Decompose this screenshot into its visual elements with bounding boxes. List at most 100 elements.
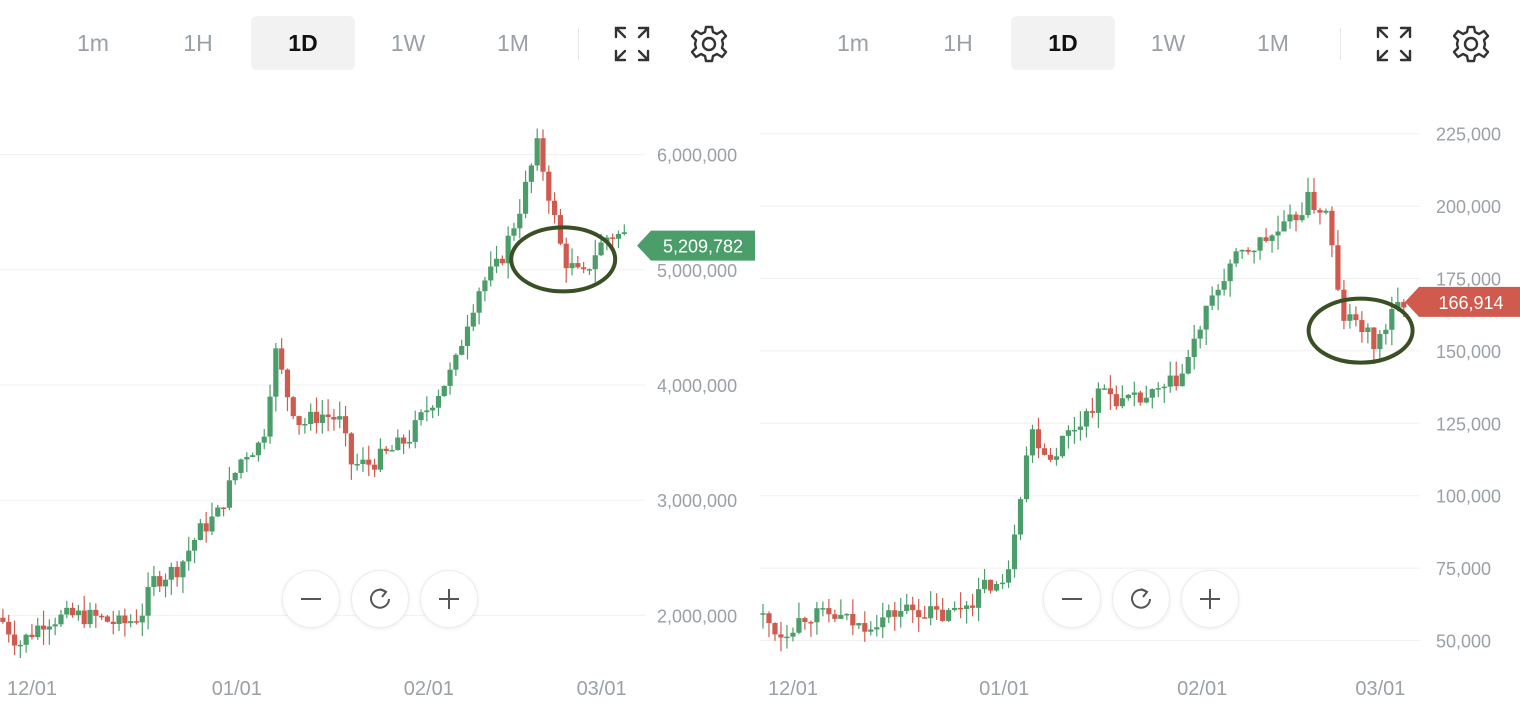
reset-chart-button[interactable]	[1112, 570, 1170, 628]
candle-body	[319, 414, 325, 423]
candle-body	[99, 615, 105, 618]
timeframe-1w[interactable]: 1W	[390, 29, 426, 56]
timeframe-1h[interactable]: 1H	[183, 29, 213, 56]
zoom-in-button[interactable]	[1181, 570, 1239, 628]
candle-body	[1197, 329, 1203, 339]
candle-body	[517, 213, 523, 229]
candle-body	[575, 263, 581, 268]
candle-body	[1269, 235, 1275, 241]
gear-icon[interactable]	[1451, 24, 1491, 64]
candle-body	[784, 636, 790, 639]
y-tick-label: 175,000	[1436, 269, 1501, 289]
candle-body	[499, 258, 505, 264]
zoom-in-button[interactable]	[420, 570, 478, 628]
candle-body	[81, 610, 87, 625]
timeframe-1d[interactable]: 1D	[1011, 16, 1115, 70]
candle-body	[284, 369, 291, 398]
candle-body	[215, 507, 221, 517]
timeframe-1mo[interactable]: 1M	[1257, 29, 1289, 56]
candle-body	[337, 416, 343, 420]
candle-body	[1227, 263, 1233, 282]
candle-body	[354, 464, 360, 466]
candle-body	[459, 345, 465, 355]
candle-body	[145, 587, 151, 616]
gear-icon[interactable]	[689, 24, 729, 64]
x-tick-label: 03/01	[1355, 678, 1405, 700]
candle-body	[168, 566, 174, 580]
candle-body	[1257, 237, 1263, 251]
plus-icon	[439, 589, 459, 609]
x-tick-label: 01/01	[212, 678, 262, 700]
candle-body	[940, 609, 946, 621]
x-tick-label: 02/01	[1177, 678, 1227, 700]
candle-body	[11, 634, 18, 646]
x-tick-label: 01/01	[979, 678, 1029, 700]
timeframe-1d[interactable]: 1D	[251, 16, 355, 70]
candle-body	[1383, 329, 1389, 334]
candle-body	[157, 576, 163, 587]
candle-body	[592, 255, 598, 270]
candle-body	[1035, 429, 1042, 449]
candle-body	[1161, 386, 1167, 389]
candle-body	[1113, 394, 1119, 407]
timeframe-toolbar: 1m 1H 1D 1W 1M	[760, 16, 1520, 72]
candle-body	[598, 242, 604, 256]
candle-body	[910, 604, 916, 611]
candle-body	[1107, 388, 1113, 395]
timeframe-1m[interactable]: 1m	[837, 29, 869, 56]
candle-body	[1365, 327, 1371, 332]
y-tick-label: 100,000	[1436, 487, 1501, 507]
reset-chart-button[interactable]	[351, 570, 409, 628]
timeframe-1m[interactable]: 1m	[77, 29, 109, 56]
candle-body	[1191, 338, 1197, 358]
candle-body	[814, 608, 820, 623]
candle-body	[279, 348, 285, 370]
expand-arrows-icon[interactable]	[1374, 24, 1414, 64]
candle-body	[40, 625, 47, 630]
candle-body	[250, 455, 256, 457]
candle-body	[808, 622, 814, 624]
candle-body	[1329, 210, 1335, 246]
candle-body	[1311, 191, 1317, 211]
candle-body	[232, 472, 238, 481]
candle-body	[1401, 302, 1407, 308]
candle-body	[772, 623, 778, 635]
candle-body	[546, 171, 552, 201]
candle-body	[826, 608, 832, 615]
candle-body	[87, 609, 93, 625]
candle-body	[904, 604, 910, 611]
candle-body	[226, 480, 232, 508]
expand-arrows-icon[interactable]	[612, 24, 652, 64]
candle-body	[296, 416, 302, 426]
candle-body	[790, 632, 796, 637]
timeframe-1mo[interactable]: 1M	[497, 29, 529, 56]
candle-body	[838, 614, 844, 619]
candle-body	[366, 459, 372, 465]
candle-body	[1389, 309, 1395, 330]
candle-body	[395, 437, 401, 451]
candle-body	[874, 627, 880, 630]
zoom-out-button[interactable]	[282, 570, 340, 628]
timeframe-1w[interactable]: 1W	[1150, 29, 1186, 56]
candle-body	[110, 621, 116, 625]
candle-body	[383, 448, 389, 452]
timeframe-1h[interactable]: 1H	[943, 29, 973, 56]
candle-body	[1065, 430, 1072, 436]
candle-body	[1101, 388, 1107, 390]
candle-body	[1023, 455, 1030, 500]
price-chart-left[interactable]: 2,000,000 3,000,000 4,000,000 5,000,000 6,00…	[0, 0, 760, 719]
candle-body	[552, 200, 558, 216]
candle-body	[220, 507, 227, 509]
refresh-icon	[1131, 588, 1151, 609]
candle-body	[371, 464, 378, 470]
candle-body	[406, 441, 413, 444]
candle-body	[1305, 191, 1311, 216]
price-chart-right[interactable]: 50,000 75,000 100,000 125,000 150,000 175,000…	[760, 0, 1520, 719]
candle-body	[958, 607, 964, 610]
toolbar-divider	[1340, 28, 1341, 60]
candle-body	[308, 411, 314, 424]
candle-body	[964, 605, 970, 609]
candle-body	[46, 626, 52, 630]
candle-body	[1293, 214, 1299, 221]
zoom-out-button[interactable]	[1043, 570, 1101, 628]
